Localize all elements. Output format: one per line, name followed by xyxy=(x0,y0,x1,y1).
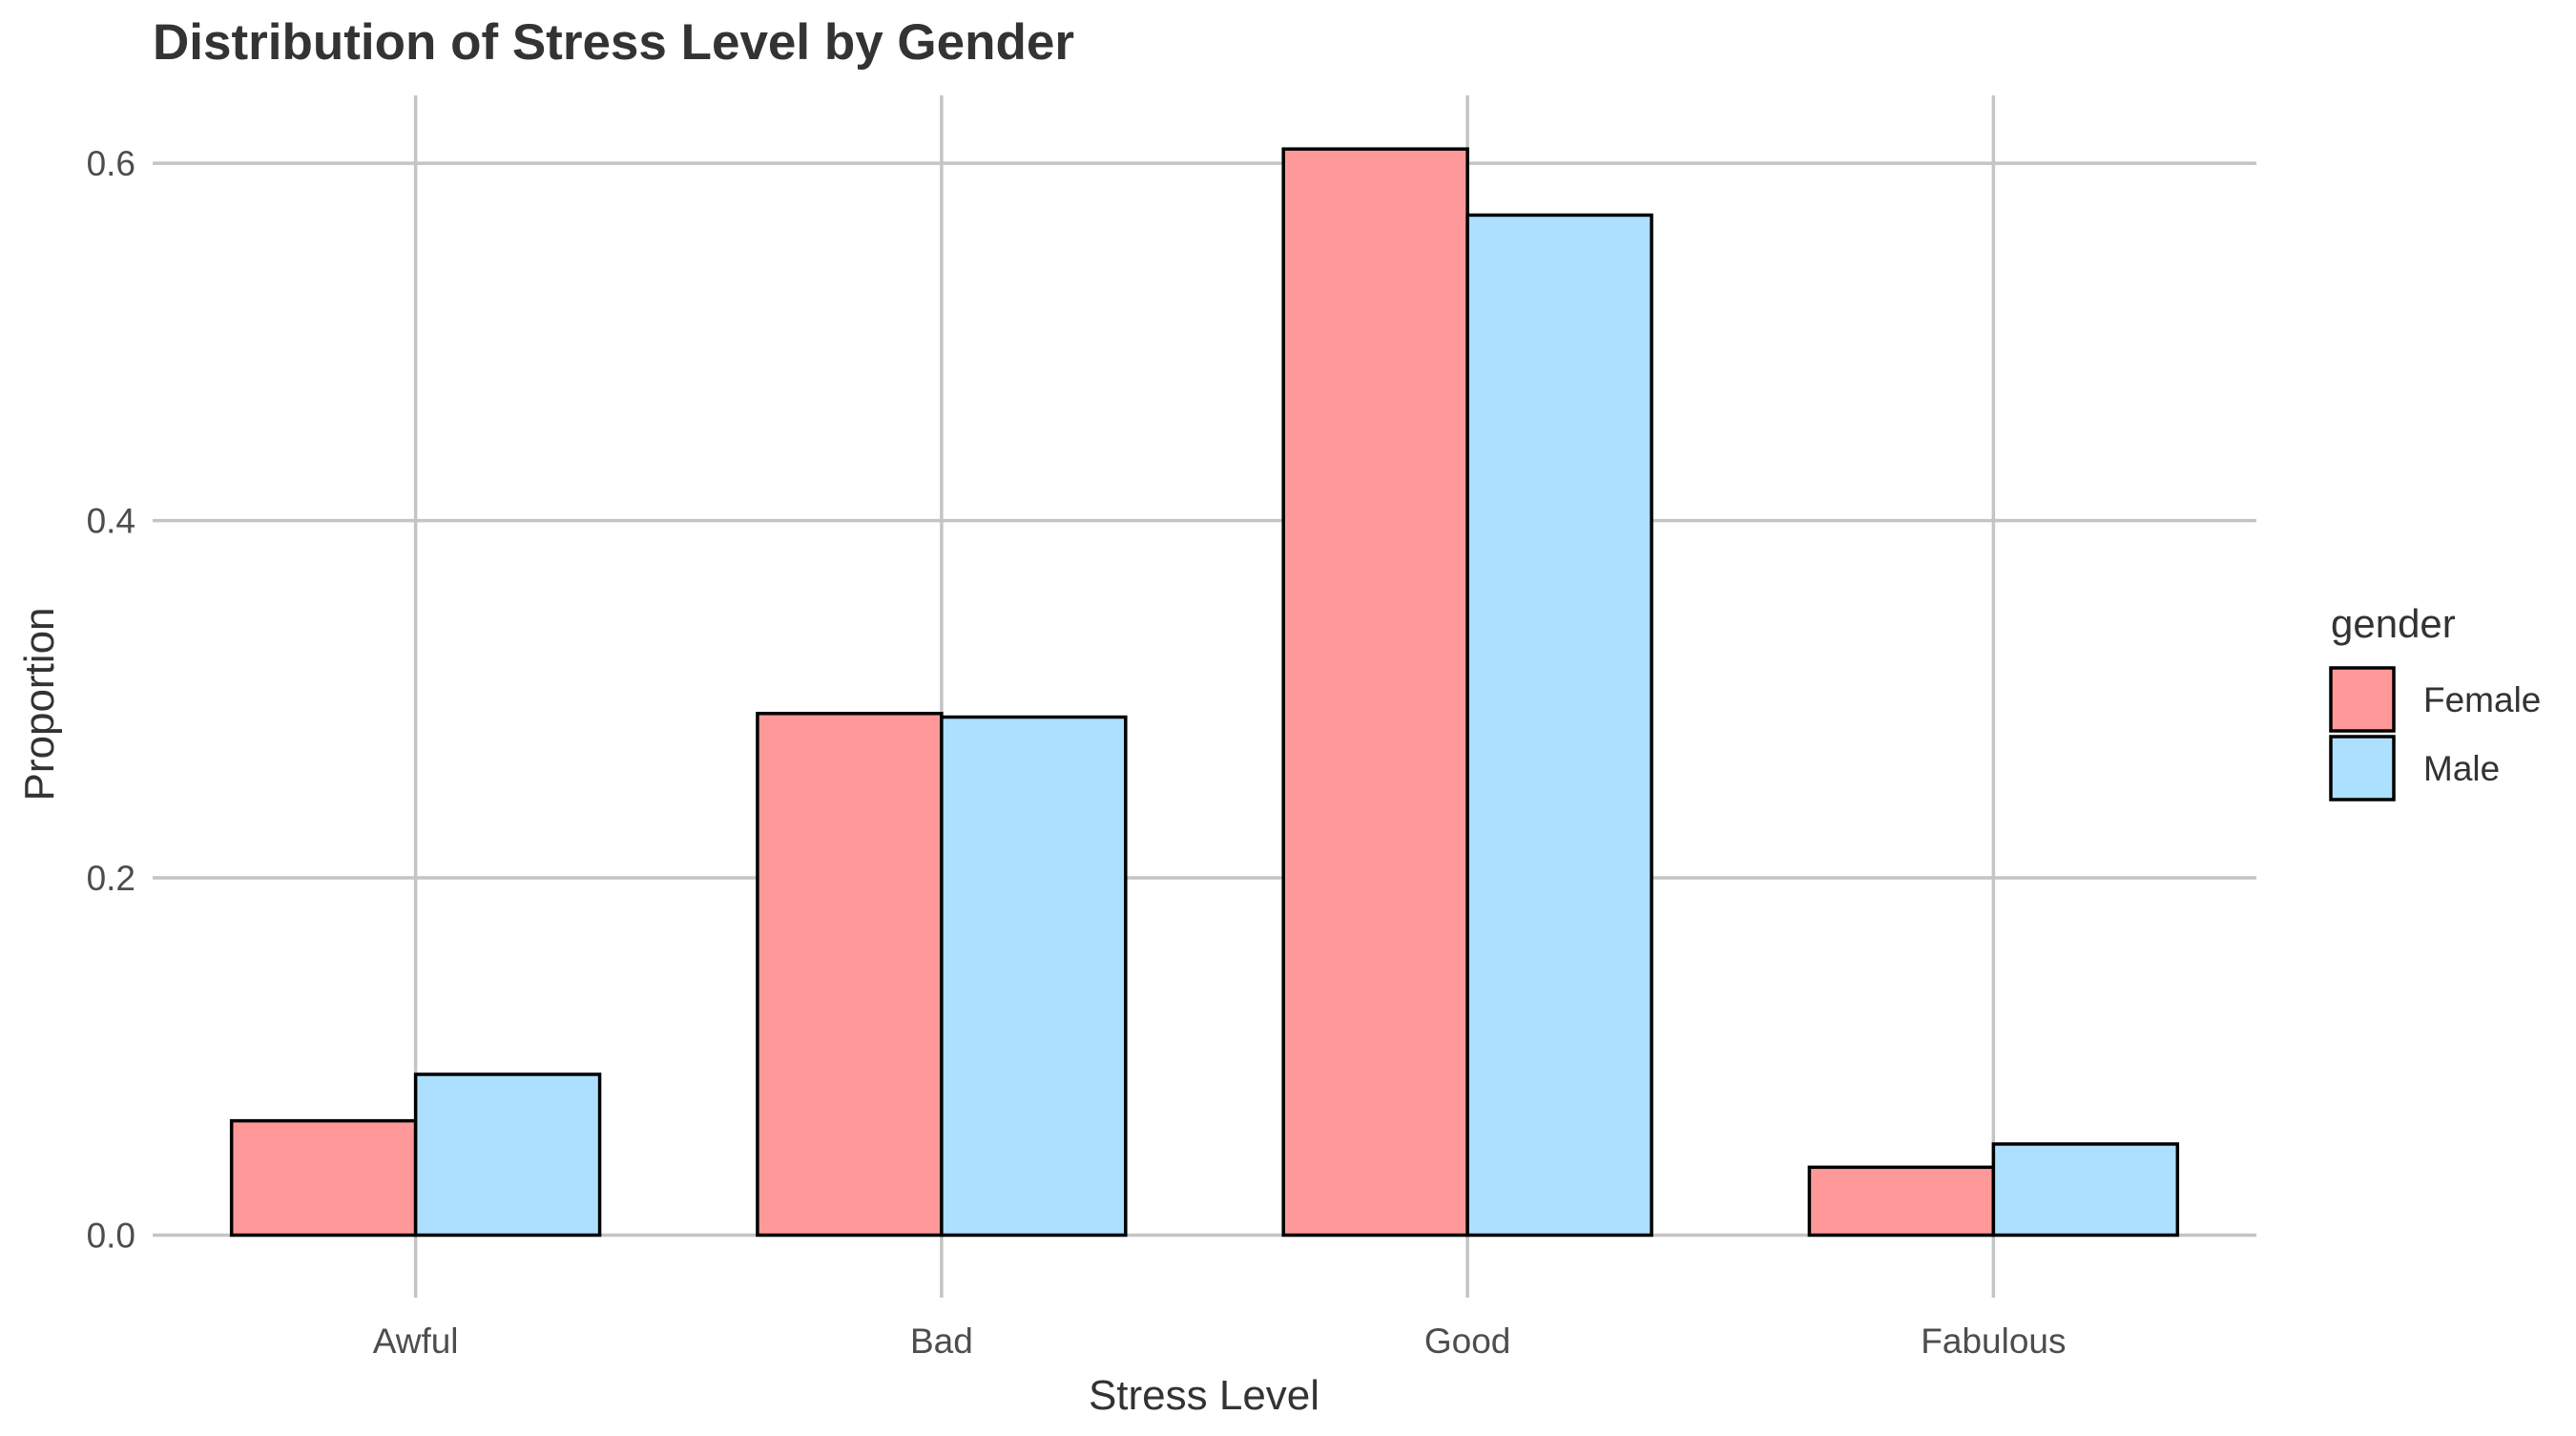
legend: gender Female Male xyxy=(2329,601,2541,801)
x-tick-label: Awful xyxy=(373,1322,459,1361)
bar-male-bad xyxy=(940,715,1128,1238)
chart-title: Distribution of Stress Level by Gender xyxy=(153,14,1074,71)
bar-female-awful xyxy=(229,1118,418,1238)
bar-male-awful xyxy=(413,1072,602,1238)
bar-layer xyxy=(229,147,2180,1238)
bar-male-fabulous xyxy=(1991,1142,2180,1238)
x-tick-label: Good xyxy=(1424,1322,1511,1361)
bar-female-good xyxy=(1281,147,1469,1238)
legend-swatch-male xyxy=(2329,735,2396,801)
bar-female-bad xyxy=(756,712,944,1238)
x-tick-label: Fabulous xyxy=(1921,1322,2066,1361)
axis-layer: 0.0 0.2 0.4 0.6 Awful Bad Good Fabulous xyxy=(87,144,2067,1361)
bar-female-fabulous xyxy=(1807,1165,1996,1238)
bar-male-good xyxy=(1465,213,1653,1238)
y-axis-title: Proportion xyxy=(16,607,63,801)
legend-items: Female Male xyxy=(2329,666,2541,801)
legend-label-female: Female xyxy=(2423,680,2541,719)
y-tick-label: 0.6 xyxy=(87,144,135,183)
y-tick-label: 0.0 xyxy=(87,1216,135,1255)
legend-swatch-female xyxy=(2329,666,2396,733)
x-axis-title: Stress Level xyxy=(1089,1372,1319,1419)
legend-title: gender xyxy=(2331,601,2456,646)
x-tick-label: Bad xyxy=(910,1322,973,1361)
y-tick-label: 0.2 xyxy=(87,859,135,898)
y-tick-label: 0.4 xyxy=(87,502,135,541)
legend-label-male: Male xyxy=(2423,749,2500,788)
